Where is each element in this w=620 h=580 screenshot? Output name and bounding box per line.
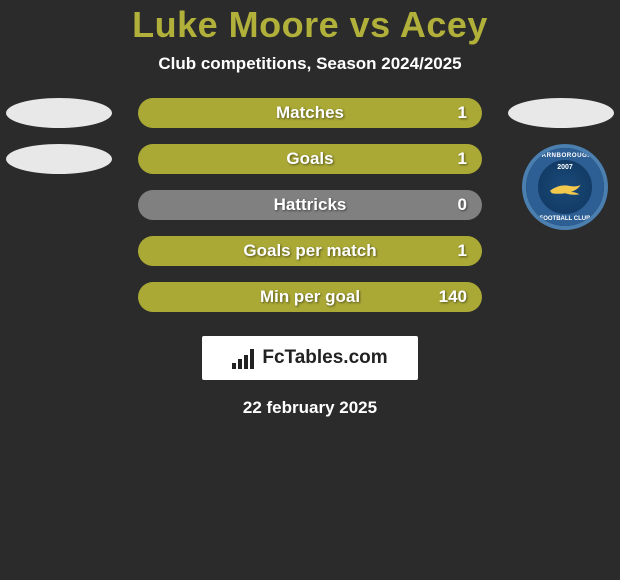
stat-label: Matches (276, 103, 344, 123)
player-avatar-left (6, 98, 112, 128)
date-label: 22 february 2025 (0, 398, 620, 418)
stat-value-right: 140 (439, 287, 467, 307)
brand-box[interactable]: FcTables.com (202, 336, 418, 380)
bar-chart-icon (232, 347, 256, 369)
stat-value-right: 0 (458, 195, 467, 215)
subtitle: Club competitions, Season 2024/2025 (0, 54, 620, 74)
player-avatar-left (6, 144, 112, 174)
stat-rows: Matches1Goals1FARNBOROUGH2007FOOTBALL CL… (0, 98, 620, 312)
badge-year: 2007 (557, 164, 573, 171)
stat-row: Goals per match 1 (0, 236, 620, 266)
stat-label: Min per goal (260, 287, 360, 307)
stat-label: Goals (286, 149, 333, 169)
page-title: Luke Moore vs Acey (0, 4, 620, 46)
comparison-card: Luke Moore vs Acey Club competitions, Se… (0, 0, 620, 418)
stat-row: Goals1FARNBOROUGH2007FOOTBALL CLUB (0, 144, 620, 174)
stat-value-right: 1 (458, 103, 467, 123)
stat-label: Hattricks (274, 195, 347, 215)
stat-label: Goals per match (243, 241, 376, 261)
stat-value-right: 1 (458, 149, 467, 169)
badge-top-text: FARNBOROUGH (538, 152, 593, 159)
stat-row: Hattricks 0 (0, 190, 620, 220)
player-avatar-right (508, 98, 614, 128)
stat-value-right: 1 (458, 241, 467, 261)
brand-text: FcTables.com (262, 347, 387, 369)
stat-row: Matches 1 (0, 98, 620, 128)
stat-row: Min per goal 140 (0, 282, 620, 312)
